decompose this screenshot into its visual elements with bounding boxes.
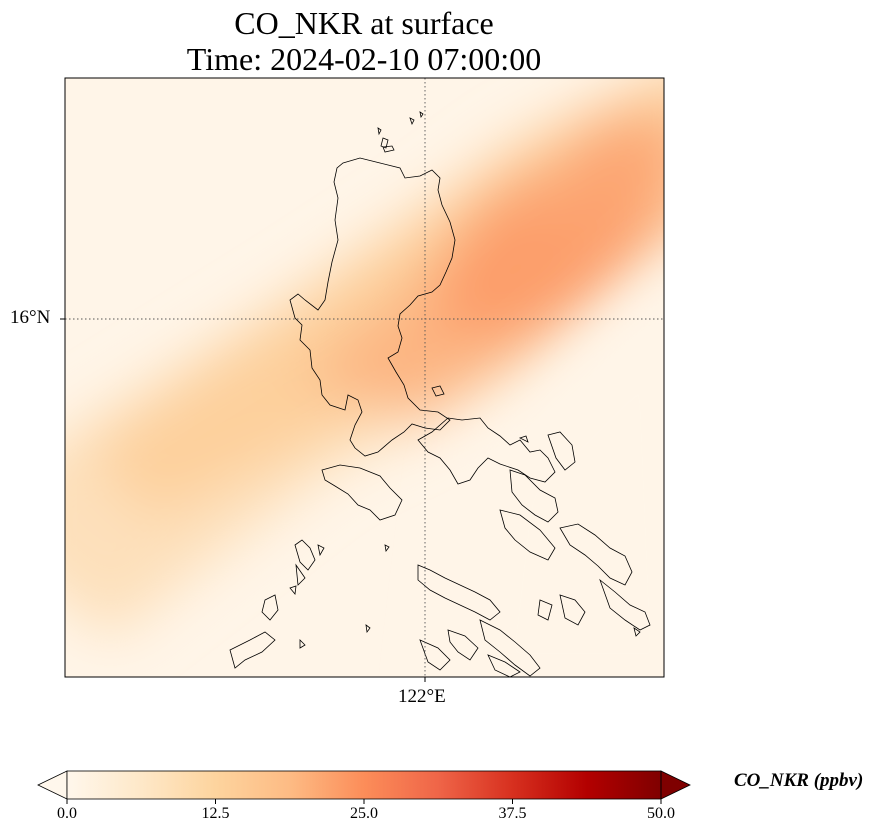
concentration-field (65, 78, 664, 677)
coastline-southern-luzon (417, 417, 556, 485)
lon-tick-label: 122°E (398, 686, 446, 707)
title-line1: CO_NKR at surface (234, 5, 494, 41)
lat-tick-label: 16°N (10, 307, 51, 328)
map-frame (64, 77, 665, 678)
colorbar (37, 770, 691, 804)
colorbar-gradient (67, 771, 661, 799)
coastline-luzon (289, 157, 456, 457)
colorbar-extend-min (37, 770, 68, 800)
colorbar-tick-label: 37.5 (498, 805, 527, 822)
colorbar-label: CO_NKR (ppbv) (734, 770, 864, 791)
colorbar-tick-label: 50.0 (647, 805, 675, 822)
colorbar-extend-max (660, 770, 691, 800)
colorbar-ticks (66, 799, 662, 804)
colorbar-tick-label: 0.0 (57, 805, 77, 822)
coastlines (229, 111, 651, 677)
map-panel (60, 77, 665, 682)
title-line2: Time: 2024-02-10 07:00:00 (186, 41, 542, 77)
colorbar-tick-label: 12.5 (201, 805, 230, 822)
colorbar-tick-label: 25.0 (350, 805, 378, 822)
